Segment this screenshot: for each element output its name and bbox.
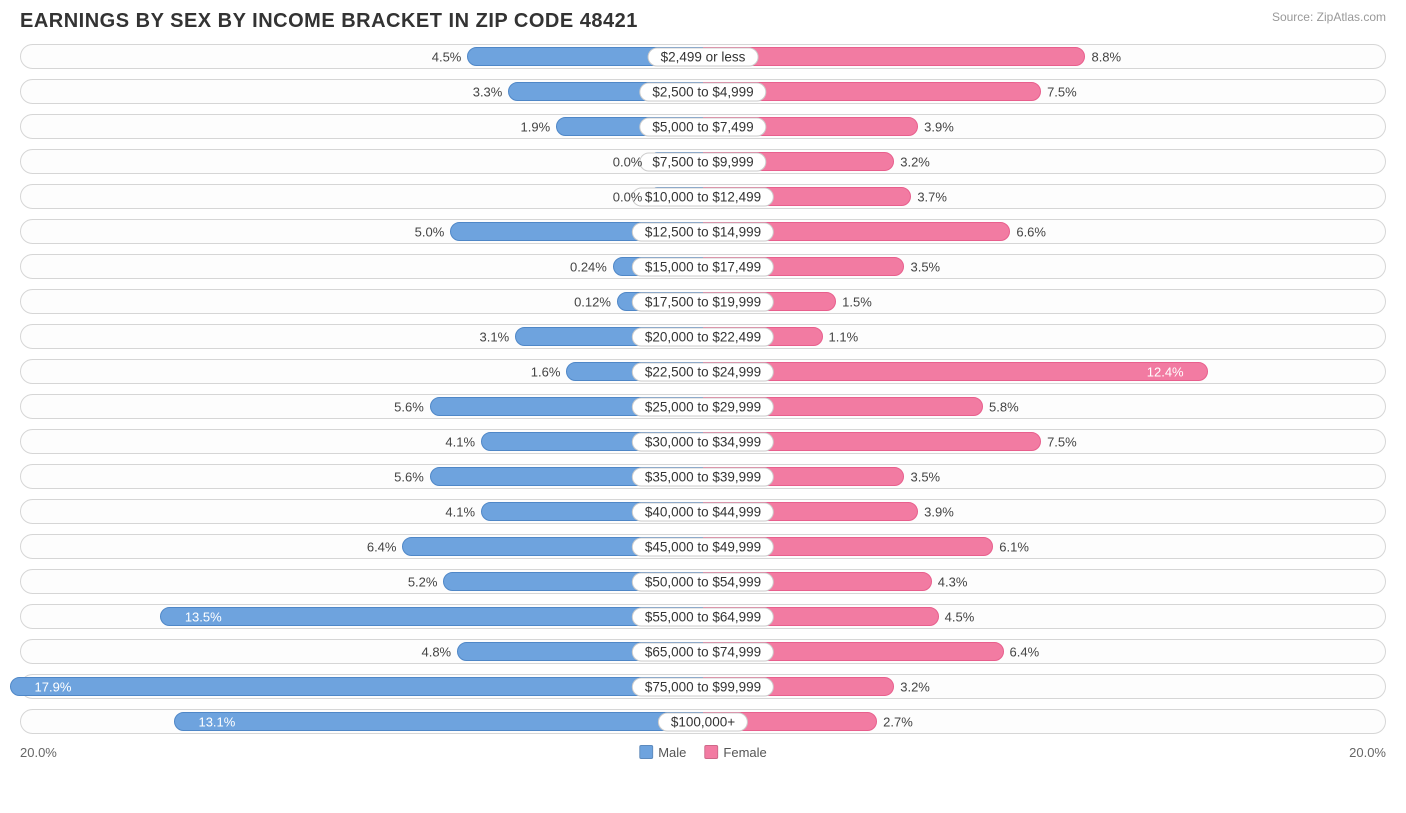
bracket-label: $15,000 to $17,499: [632, 257, 774, 276]
male-value: 4.1%: [445, 504, 475, 519]
male-value: 13.5%: [185, 609, 222, 624]
male-bar: [160, 607, 703, 626]
female-value: 1.1%: [829, 329, 859, 344]
male-value: 0.0%: [613, 189, 643, 204]
male-value: 6.4%: [367, 539, 397, 554]
chart-row: $65,000 to $74,999 4.8% 6.4%: [20, 636, 1386, 667]
female-value: 7.5%: [1047, 84, 1077, 99]
female-bar: [703, 362, 1208, 381]
bracket-label: $55,000 to $64,999: [632, 607, 774, 626]
female-value: 7.5%: [1047, 434, 1077, 449]
female-value: 3.9%: [924, 504, 954, 519]
chart-row: $30,000 to $34,999 4.1% 7.5%: [20, 426, 1386, 457]
male-value: 0.12%: [574, 294, 611, 309]
bracket-label: $10,000 to $12,499: [632, 187, 774, 206]
axis-right-label: 20.0%: [1349, 745, 1386, 760]
chart-row: $2,499 or less 4.5% 8.8%: [20, 41, 1386, 72]
female-value: 6.1%: [999, 539, 1029, 554]
chart-row: $5,000 to $7,499 1.9% 3.9%: [20, 111, 1386, 142]
chart-row: $12,500 to $14,999 5.0% 6.6%: [20, 216, 1386, 247]
male-value: 13.1%: [198, 714, 235, 729]
female-value: 1.5%: [842, 294, 872, 309]
male-value: 5.6%: [394, 469, 424, 484]
male-value: 3.3%: [473, 84, 503, 99]
female-value: 2.7%: [883, 714, 913, 729]
male-value: 1.9%: [521, 119, 551, 134]
chart-row: $45,000 to $49,999 6.4% 6.1%: [20, 531, 1386, 562]
female-value: 3.5%: [910, 259, 940, 274]
chart-body: $2,499 or less 4.5% 8.8% $2,500 to $4,999 3.…: [0, 41, 1406, 737]
legend-female-swatch: [704, 745, 718, 759]
legend: Male Female: [639, 745, 767, 760]
male-value: 17.9%: [35, 679, 72, 694]
legend-female-label: Female: [723, 745, 766, 760]
bracket-label: $5,000 to $7,499: [639, 117, 766, 136]
male-value: 5.2%: [408, 574, 438, 589]
legend-male: Male: [639, 745, 686, 760]
male-bar: [10, 677, 703, 696]
bracket-label: $65,000 to $74,999: [632, 642, 774, 661]
bracket-label: $25,000 to $29,999: [632, 397, 774, 416]
female-value: 6.6%: [1016, 224, 1046, 239]
chart-row: $15,000 to $17,499 0.24% 3.5%: [20, 251, 1386, 282]
chart-source: Source: ZipAtlas.com: [1272, 10, 1386, 24]
male-value: 5.6%: [394, 399, 424, 414]
chart-row: $17,500 to $19,999 0.12% 1.5%: [20, 286, 1386, 317]
female-value: 3.2%: [900, 679, 930, 694]
female-value: 6.4%: [1010, 644, 1040, 659]
chart-row: $7,500 to $9,9990.0% 3.2%: [20, 146, 1386, 177]
bracket-label: $17,500 to $19,999: [632, 292, 774, 311]
bracket-label: $45,000 to $49,999: [632, 537, 774, 556]
bracket-label: $2,500 to $4,999: [639, 82, 766, 101]
chart-row: $2,500 to $4,999 3.3% 7.5%: [20, 76, 1386, 107]
bracket-label: $12,500 to $14,999: [632, 222, 774, 241]
bracket-label: $22,500 to $24,999: [632, 362, 774, 381]
chart-row: $55,000 to $64,999 13.5% 4.5%: [20, 601, 1386, 632]
chart-header: EARNINGS BY SEX BY INCOME BRACKET IN ZIP…: [0, 0, 1406, 41]
male-value: 4.8%: [421, 644, 451, 659]
female-value: 3.9%: [924, 119, 954, 134]
male-value: 3.1%: [480, 329, 510, 344]
bracket-label: $2,499 or less: [648, 47, 759, 66]
female-value: 3.5%: [910, 469, 940, 484]
chart-row: $25,000 to $29,999 5.6% 5.8%: [20, 391, 1386, 422]
female-value: 5.8%: [989, 399, 1019, 414]
bracket-label: $30,000 to $34,999: [632, 432, 774, 451]
chart-row: $100,000+ 13.1% 2.7%: [20, 706, 1386, 737]
axis-row: 20.0% Male Female 20.0%: [0, 741, 1406, 760]
chart-row: $10,000 to $12,4990.0% 3.7%: [20, 181, 1386, 212]
bracket-label: $40,000 to $44,999: [632, 502, 774, 521]
male-value: 0.0%: [613, 154, 643, 169]
bracket-label: $75,000 to $99,999: [632, 677, 774, 696]
female-value: 8.8%: [1091, 49, 1121, 64]
chart-row: $20,000 to $22,499 3.1% 1.1%: [20, 321, 1386, 352]
chart-row: $35,000 to $39,999 5.6% 3.5%: [20, 461, 1386, 492]
chart-row: $40,000 to $44,999 4.1% 3.9%: [20, 496, 1386, 527]
legend-female: Female: [704, 745, 766, 760]
chart-title: EARNINGS BY SEX BY INCOME BRACKET IN ZIP…: [20, 10, 638, 33]
chart-row: $50,000 to $54,999 5.2% 4.3%: [20, 566, 1386, 597]
bracket-label: $100,000+: [658, 712, 748, 731]
bracket-label: $50,000 to $54,999: [632, 572, 774, 591]
chart-row: $22,500 to $24,999 1.6% 12.4%: [20, 356, 1386, 387]
male-value: 1.6%: [531, 364, 561, 379]
male-value: 4.5%: [432, 49, 462, 64]
male-value: 0.24%: [570, 259, 607, 274]
bracket-label: $20,000 to $22,499: [632, 327, 774, 346]
female-value: 3.7%: [917, 189, 947, 204]
legend-male-swatch: [639, 745, 653, 759]
female-value: 4.5%: [945, 609, 975, 624]
male-value: 5.0%: [415, 224, 445, 239]
male-bar: [174, 712, 703, 731]
bracket-label: $35,000 to $39,999: [632, 467, 774, 486]
axis-left-label: 20.0%: [20, 745, 57, 760]
female-value: 3.2%: [900, 154, 930, 169]
legend-male-label: Male: [658, 745, 686, 760]
female-value: 12.4%: [1147, 364, 1184, 379]
male-value: 4.1%: [445, 434, 475, 449]
chart-row: $75,000 to $99,999 17.9% 3.2%: [20, 671, 1386, 702]
female-value: 4.3%: [938, 574, 968, 589]
female-bar: [703, 47, 1085, 66]
bracket-label: $7,500 to $9,999: [639, 152, 766, 171]
